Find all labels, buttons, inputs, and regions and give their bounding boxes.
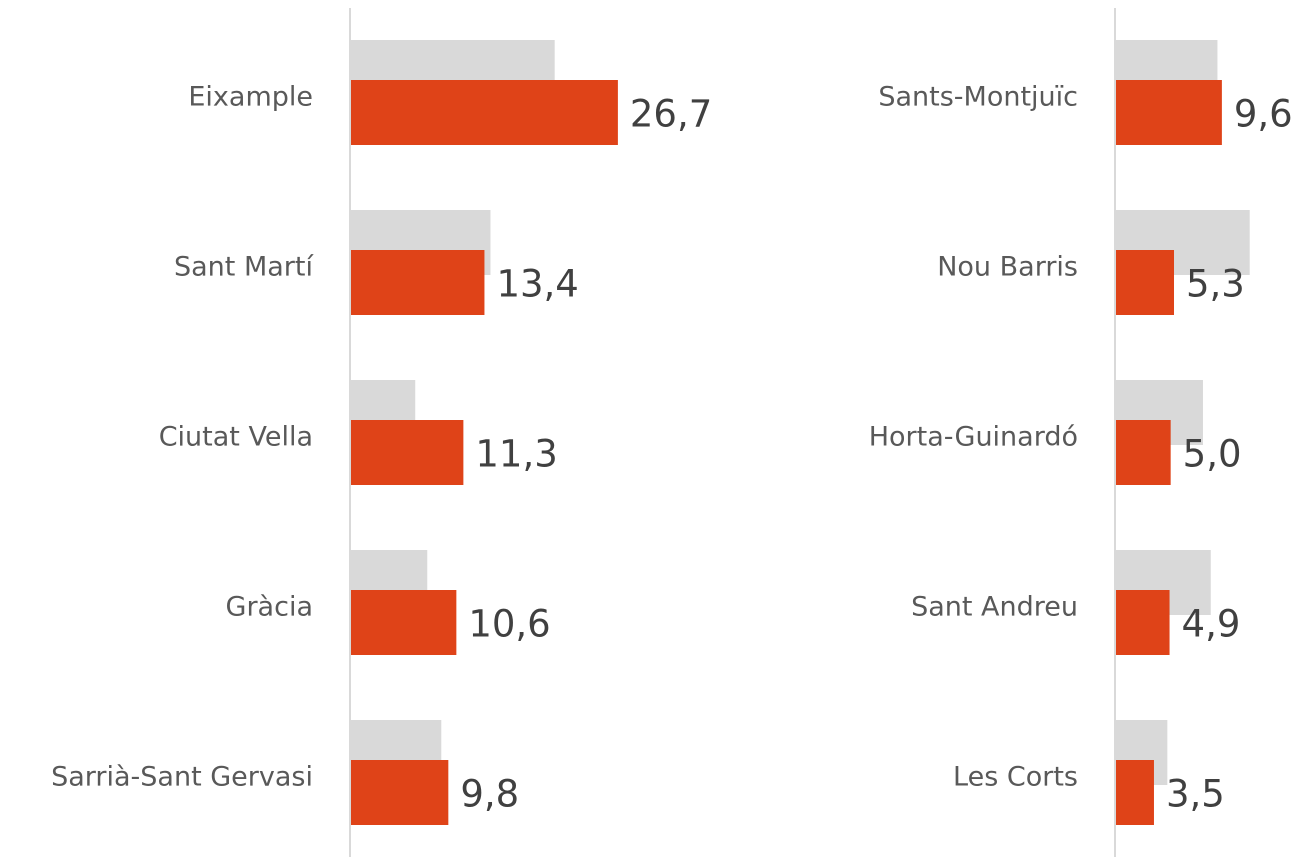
bar (350, 590, 457, 655)
bar (350, 420, 464, 485)
category-label: Ciutat Vella (159, 422, 313, 453)
category-label: Nou Barris (937, 252, 1078, 283)
value-label: 11,3 (475, 433, 557, 476)
value-label: 9,8 (460, 773, 519, 816)
category-label: Gràcia (226, 592, 313, 623)
value-label: 9,6 (1234, 93, 1293, 136)
value-label: 4,9 (1182, 603, 1241, 646)
bar (1115, 420, 1171, 485)
category-label: Sant Andreu (911, 592, 1078, 623)
value-label: 26,7 (630, 93, 712, 136)
bar (1115, 590, 1170, 655)
bar (350, 80, 618, 145)
value-label: 13,4 (496, 263, 578, 306)
category-label: Horta-Guinardó (869, 422, 1078, 453)
category-label: Sant Martí (174, 252, 314, 283)
category-label: Les Corts (953, 762, 1078, 793)
value-label: 10,6 (468, 603, 550, 646)
bar (350, 760, 449, 825)
bar (1115, 250, 1175, 315)
bar (350, 250, 485, 315)
bar (1115, 760, 1154, 825)
bar (1115, 80, 1222, 145)
category-label: Sants-Montjuïc (878, 82, 1078, 113)
category-label: Eixample (188, 82, 313, 113)
category-label: Sarrià-Sant Gervasi (51, 762, 313, 793)
value-label: 3,5 (1166, 773, 1225, 816)
value-label: 5,0 (1183, 433, 1242, 476)
value-label: 5,3 (1186, 263, 1245, 306)
